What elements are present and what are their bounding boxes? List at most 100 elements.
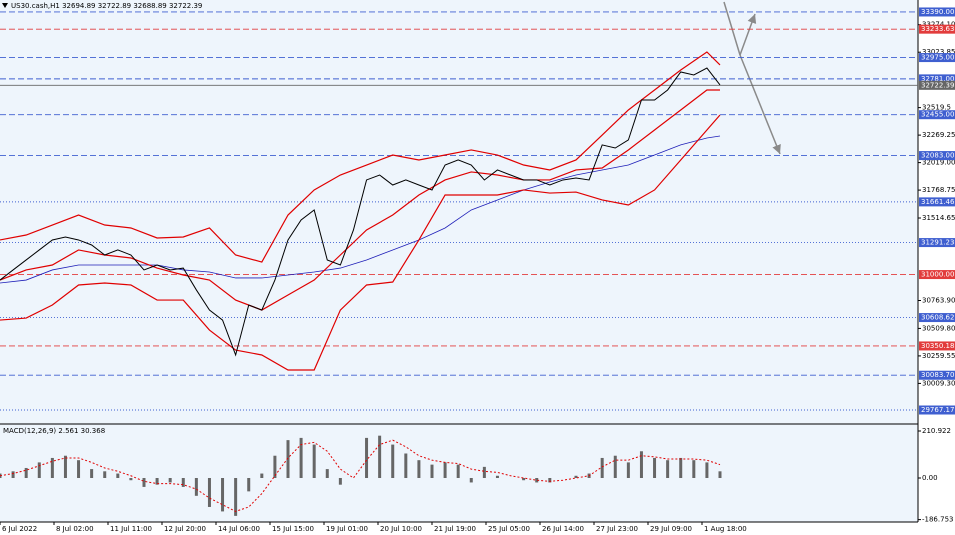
macd-bar [325, 469, 329, 479]
level-label: 29767.17 [921, 406, 954, 414]
level-label-box [919, 53, 955, 63]
macd-bar [666, 460, 670, 479]
macd-bar [286, 440, 290, 479]
level-label-box [919, 24, 955, 34]
x-tick-label: 11 Jul 11:00 [110, 525, 152, 533]
macd-bar [90, 469, 94, 479]
chart-header: US30.cash,H1 32694.89 32722.89 32688.89 … [11, 2, 202, 10]
y-tick-label: 30259.55 [922, 352, 955, 360]
signal-line [0, 439, 721, 512]
macd-bar [495, 475, 499, 479]
macd-bar [50, 457, 54, 479]
macd-bar [24, 467, 28, 479]
macd-bar [456, 464, 460, 479]
macd-bar [404, 453, 408, 479]
price-line [0, 89, 720, 311]
x-tick-label: 14 Jul 06:00 [218, 525, 260, 533]
level-label-box [919, 151, 955, 161]
y-tick-label: 32019.00 [922, 159, 955, 167]
y-tick-label: 0.00 [922, 474, 938, 482]
forecast-arrows [723, 1, 781, 155]
level-label: 31000.00 [921, 271, 954, 279]
macd-bar [77, 460, 81, 479]
macd-bar [312, 444, 316, 479]
level-label-box [919, 370, 955, 380]
level-label: 32083.00 [921, 152, 954, 160]
macd-bar [535, 478, 539, 483]
level-label-box [919, 197, 955, 207]
macd-bar [613, 455, 617, 479]
macd-bar [705, 462, 709, 479]
macd-bar [378, 435, 382, 479]
macd-bar [338, 478, 342, 485]
menu-triangle [2, 3, 8, 8]
macd-bar [142, 478, 146, 487]
y-tick-label: 32269.25 [922, 131, 955, 139]
y-tick-label: 30763.90 [922, 296, 955, 304]
macd-bar [129, 478, 133, 481]
y-tick-label: 30009.30 [922, 379, 955, 387]
macd-bar [626, 462, 630, 479]
macd-bar [299, 437, 303, 479]
macd-bar [63, 455, 67, 479]
y-tick-label: 210.922 [922, 427, 951, 435]
macd-bar [168, 478, 172, 483]
y-tick-label: 30509.80 [922, 324, 955, 332]
macd-bar [234, 478, 238, 516]
level-label-box [919, 341, 955, 351]
x-tick-label: 29 Jul 09:00 [650, 525, 692, 533]
macd-bar [639, 451, 643, 479]
level-label: 31661.46 [921, 198, 955, 206]
macd-bar [221, 478, 225, 512]
macd-bar [574, 475, 578, 479]
macd-bar [600, 457, 604, 479]
macd-bar [155, 478, 159, 485]
macd-bar [365, 437, 369, 479]
price-line [0, 135, 721, 284]
macd-bar [443, 462, 447, 479]
level-label-box [919, 405, 955, 415]
macd-bar [679, 457, 683, 479]
level-label-box [919, 7, 955, 17]
price-line [0, 51, 721, 263]
price-line [0, 114, 721, 371]
macd-label: MACD(12,26,9) 2.561 30.368 [3, 427, 105, 435]
macd-bar [430, 464, 434, 479]
plot-background [0, 0, 918, 522]
x-tick-label: 15 Jul 15:00 [272, 525, 314, 533]
macd-bar [37, 462, 41, 479]
y-tick-label: -186.753 [922, 516, 953, 524]
macd-bar [194, 478, 198, 496]
macd-bar [548, 478, 552, 483]
level-label: 32975.00 [921, 54, 954, 62]
level-label-box [919, 313, 955, 323]
macd-bar [247, 478, 251, 492]
macd-bar [116, 473, 120, 479]
level-label: 32781.00 [921, 75, 954, 83]
macd-bar [260, 473, 264, 479]
level-label: 33390.00 [921, 8, 954, 16]
macd-bar [653, 457, 657, 479]
y-tick-label: 31514.65 [922, 214, 955, 222]
macd-bar [391, 444, 395, 479]
x-tick-label: 19 Jul 01:00 [326, 525, 368, 533]
macd-bar [522, 478, 526, 481]
level-label-box [919, 110, 955, 120]
level-label-box [919, 270, 955, 280]
x-tick-label: 27 Jul 23:00 [596, 525, 638, 533]
macd-bar [273, 455, 277, 479]
level-label: 32722.39 [921, 81, 954, 89]
x-tick-label: 26 Jul 14:00 [542, 525, 584, 533]
macd-bar [482, 466, 486, 479]
level-label: 30608.62 [921, 314, 954, 322]
level-label-box [919, 74, 955, 84]
x-tick-label: 8 Jul 02:00 [56, 525, 94, 533]
level-label-box [919, 80, 955, 90]
level-label: 31291.23 [921, 239, 954, 247]
macd-bar [718, 471, 722, 479]
x-tick-label: 12 Jul 20:00 [164, 525, 206, 533]
level-label: 30350.18 [921, 342, 954, 350]
level-label: 33233.63 [921, 25, 954, 33]
y-tick-label: 33023.85 [922, 48, 955, 56]
